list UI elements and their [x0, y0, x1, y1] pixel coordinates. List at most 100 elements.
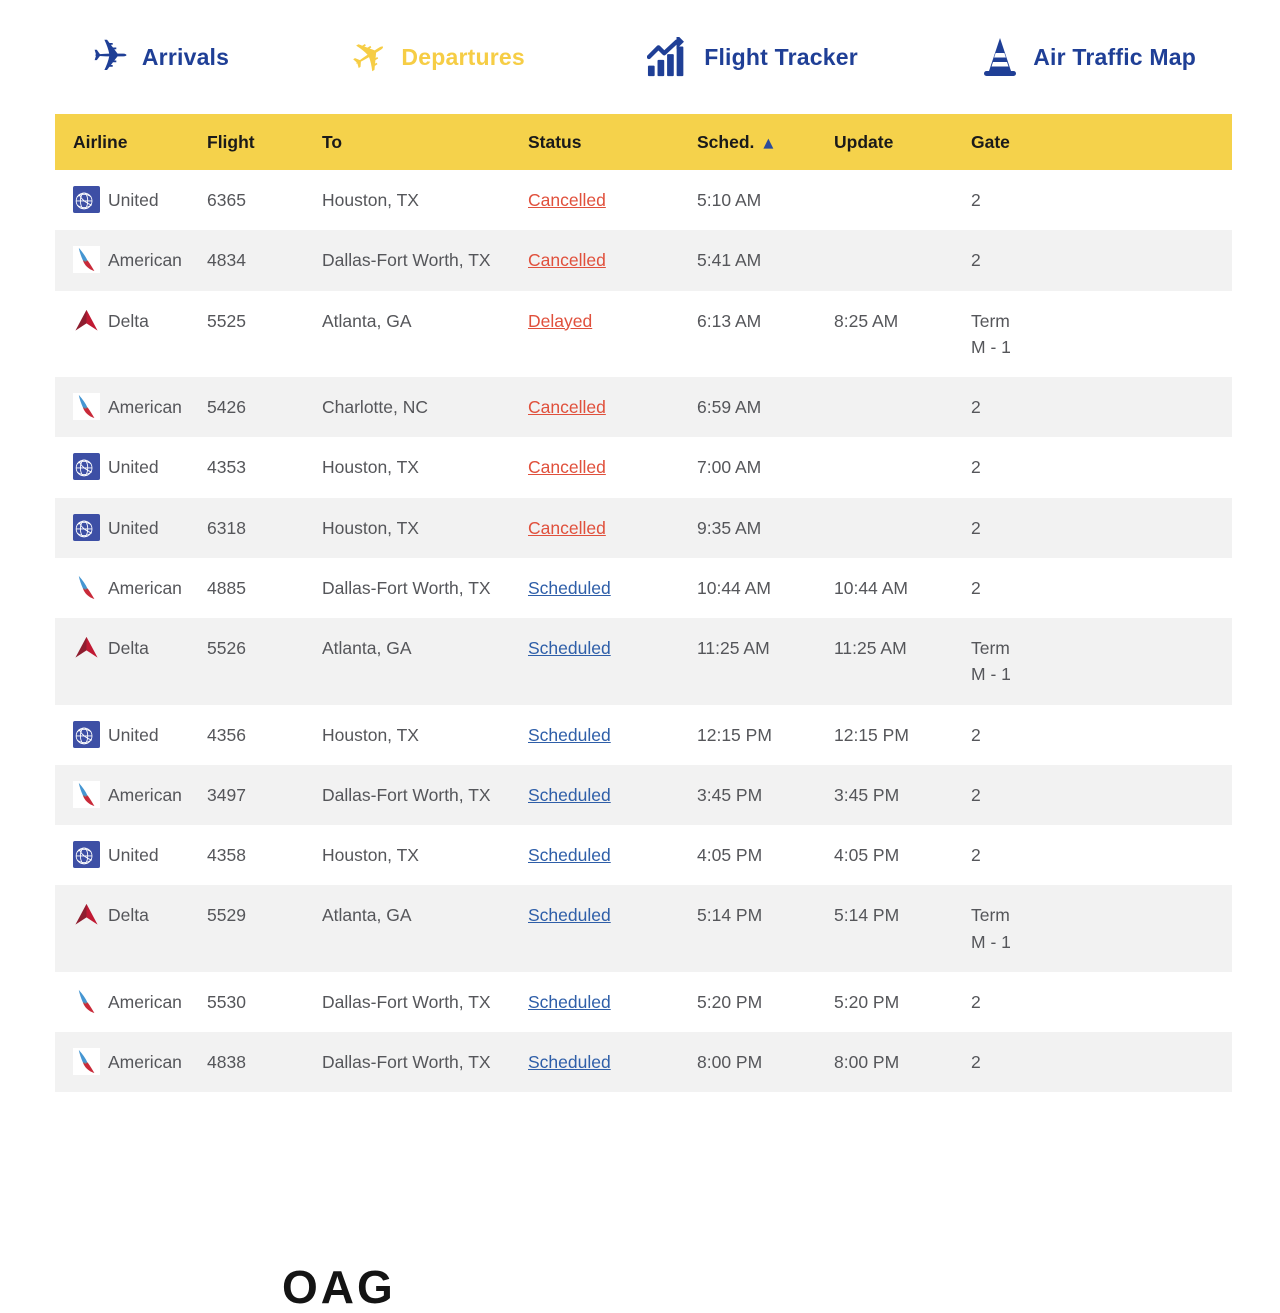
- airline-name: United: [108, 845, 159, 865]
- tab-departures-label: Departures: [401, 43, 525, 70]
- flight-row: American 4838 Dallas-Fort Worth, TX Sche…: [55, 1032, 1232, 1093]
- flight-number: 6318: [207, 517, 246, 538]
- status-link[interactable]: Scheduled: [528, 577, 611, 598]
- scheduled-time: 5:41 AM: [697, 250, 762, 271]
- status-link[interactable]: Scheduled: [528, 784, 611, 805]
- status-link[interactable]: Scheduled: [528, 845, 611, 865]
- flight-row: Delta 5525 Atlanta, GA Delayed 6:13 AM 8…: [55, 291, 1232, 378]
- tab-departures[interactable]: ✈ Departures: [341, 25, 525, 88]
- scheduled-time: 7:00 AM: [697, 457, 762, 478]
- column-header-airline[interactable]: Airline: [55, 114, 207, 170]
- scheduled-time: 11:25 AM: [697, 638, 770, 658]
- airline-name: American: [108, 784, 182, 805]
- status-link[interactable]: Scheduled: [528, 638, 611, 658]
- status-link[interactable]: Cancelled: [528, 457, 606, 478]
- column-header-flight[interactable]: Flight: [207, 114, 322, 170]
- gate: Term M - 1: [971, 905, 1011, 952]
- column-header-gate[interactable]: Gate: [971, 114, 1232, 170]
- gate: 2: [971, 991, 981, 1012]
- flight-number: 5526: [207, 638, 246, 658]
- destination: Dallas-Fort Worth, TX: [322, 250, 491, 271]
- status-link[interactable]: Cancelled: [528, 250, 606, 271]
- status-link[interactable]: Scheduled: [528, 724, 611, 745]
- departures-board: Airline Flight To Status Sched. ▲ Update …: [55, 114, 1232, 1093]
- american-airlines-logo: [73, 780, 100, 808]
- flight-number: 3497: [207, 784, 246, 805]
- updated-time: 4:05 PM: [834, 845, 900, 865]
- flight-number: 4353: [207, 457, 246, 478]
- flight-board-nav: ✈ Arrivals ✈ Departures Flight Tracker: [0, 0, 1280, 114]
- gate: 2: [971, 517, 981, 538]
- column-header-update[interactable]: Update: [834, 114, 971, 170]
- bar-chart-trend-icon: [647, 37, 691, 77]
- flight-row: Delta 5529 Atlanta, GA Scheduled 5:14 PM…: [55, 885, 1232, 972]
- flight-row: United 4353 Houston, TX Cancelled 7:00 A…: [55, 437, 1232, 497]
- american-airlines-logo: [73, 246, 100, 274]
- status-link[interactable]: Scheduled: [528, 905, 611, 926]
- column-header-sched[interactable]: Sched. ▲: [697, 114, 834, 170]
- destination: Dallas-Fort Worth, TX: [322, 991, 491, 1012]
- column-header-status[interactable]: Status: [528, 114, 697, 170]
- delta-airlines-logo: [73, 901, 100, 928]
- flight-row: American 4834 Dallas-Fort Worth, TX Canc…: [55, 230, 1232, 291]
- destination: Houston, TX: [322, 517, 419, 538]
- gate: 2: [971, 250, 981, 271]
- status-link[interactable]: Scheduled: [528, 991, 611, 1012]
- destination: Atlanta, GA: [322, 310, 412, 331]
- destination: Atlanta, GA: [322, 905, 412, 926]
- airline-name: American: [108, 250, 182, 271]
- scheduled-time: 6:13 AM: [697, 310, 762, 331]
- destination: Houston, TX: [322, 845, 419, 865]
- airline-name: United: [108, 457, 159, 478]
- tab-arrivals-label: Arrivals: [141, 43, 230, 70]
- destination: Houston, TX: [322, 457, 419, 478]
- updated-time: 5:20 PM: [834, 991, 900, 1012]
- gate: 2: [971, 845, 981, 865]
- flight-row: American 5426 Charlotte, NC Cancelled 6:…: [55, 377, 1232, 438]
- flight-table-header: Airline Flight To Status Sched. ▲ Update …: [55, 114, 1232, 170]
- scheduled-time: 8:00 PM: [697, 1052, 763, 1072]
- scheduled-time: 3:45 PM: [697, 784, 763, 805]
- status-link[interactable]: Delayed: [528, 310, 593, 331]
- updated-time: 8:00 PM: [834, 1052, 900, 1072]
- gate: 2: [971, 724, 981, 745]
- airline-name: American: [108, 1052, 182, 1072]
- destination: Houston, TX: [322, 190, 419, 210]
- updated-time: 12:15 PM: [834, 724, 909, 745]
- flight-row: American 5530 Dallas-Fort Worth, TX Sche…: [55, 972, 1232, 1032]
- tab-flight-tracker[interactable]: Flight Tracker: [647, 37, 858, 77]
- updated-time: 5:14 PM: [834, 905, 900, 926]
- flight-number: 6365: [207, 190, 246, 210]
- tab-air-traffic-map[interactable]: Air Traffic Map: [980, 36, 1196, 78]
- american-airlines-logo: [73, 1048, 100, 1075]
- gate: 2: [971, 190, 981, 210]
- tab-arrivals[interactable]: ✈ Arrivals: [92, 35, 229, 79]
- plane-arrivals-icon: ✈: [92, 31, 129, 82]
- traffic-cone-icon: [980, 36, 1020, 78]
- flight-table-body: United 6365 Houston, TX Cancelled 5:10 A…: [55, 170, 1232, 1093]
- tab-flight-tracker-label: Flight Tracker: [704, 43, 858, 70]
- flight-row: American 4885 Dallas-Fort Worth, TX Sche…: [55, 558, 1232, 618]
- gate: Term M - 1: [971, 638, 1011, 685]
- united-airlines-logo: [73, 453, 100, 481]
- destination: Charlotte, NC: [322, 397, 429, 417]
- destination: Houston, TX: [322, 724, 419, 745]
- flight-number: 4834: [207, 250, 246, 271]
- cropped-provider-logo: OAG: [282, 1261, 396, 1313]
- flight-number: 5530: [207, 991, 246, 1012]
- flight-row: United 4358 Houston, TX Scheduled 4:05 P…: [55, 825, 1232, 885]
- united-airlines-logo: [73, 513, 100, 541]
- status-link[interactable]: Cancelled: [528, 397, 606, 417]
- flight-table: Airline Flight To Status Sched. ▲ Update …: [55, 114, 1232, 1093]
- status-link[interactable]: Scheduled: [528, 1052, 611, 1072]
- flight-row: United 6318 Houston, TX Cancelled 9:35 A…: [55, 497, 1232, 558]
- flight-number: 4885: [207, 577, 246, 598]
- gate: 2: [971, 784, 981, 805]
- updated-time: [834, 437, 971, 497]
- status-link[interactable]: Cancelled: [528, 190, 606, 210]
- scheduled-time: 5:14 PM: [697, 905, 763, 926]
- airline-name: American: [108, 397, 182, 417]
- american-airlines-logo: [73, 393, 100, 420]
- column-header-to[interactable]: To: [322, 114, 528, 170]
- status-link[interactable]: Cancelled: [528, 517, 606, 538]
